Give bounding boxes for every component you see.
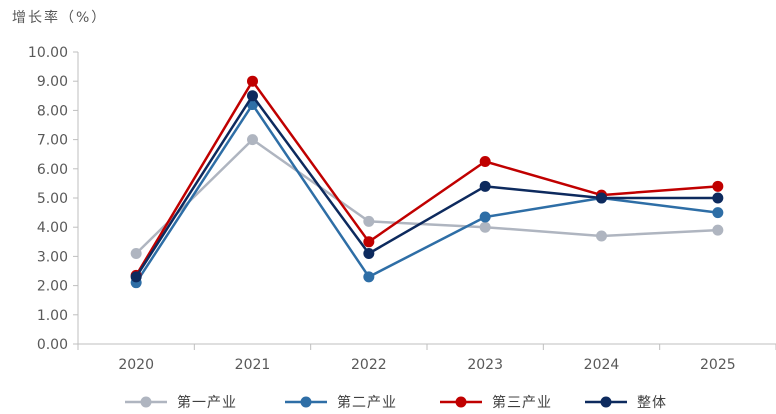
series-line	[135, 103, 718, 284]
data-point	[479, 180, 491, 192]
data-point	[479, 221, 491, 233]
legend-swatch-marker	[300, 396, 312, 408]
legend-item: 第二产业	[285, 394, 397, 411]
y-tick-label: 7.00	[37, 133, 68, 149]
data-point	[130, 271, 142, 283]
x-tick-label: 2025	[700, 357, 736, 373]
x-tick-label: 2022	[351, 357, 387, 373]
series-3	[130, 75, 724, 281]
data-point	[247, 75, 258, 87]
data-point	[130, 247, 142, 259]
x-tick-label: 2021	[235, 357, 271, 373]
data-point	[363, 236, 375, 248]
x-tick-label: 2023	[467, 357, 503, 373]
series-1	[130, 134, 724, 259]
legend: 第一产业 第二产业 第三产业 整体	[125, 394, 667, 411]
x-tick-label: 2020	[118, 357, 154, 373]
y-tick-label: 10.00	[28, 45, 68, 61]
series-layer	[130, 75, 724, 289]
data-point	[479, 156, 491, 167]
y-tick-label: 6.00	[37, 162, 68, 178]
legend-label: 第三产业	[492, 394, 552, 411]
data-point	[479, 211, 491, 223]
y-tick-label: 4.00	[37, 220, 68, 236]
legend-item: 第一产业	[125, 394, 237, 411]
series-line	[135, 94, 718, 278]
y-tick-label: 0.00	[37, 337, 68, 353]
legend-swatch-marker	[600, 396, 612, 408]
data-point	[596, 192, 607, 204]
data-point	[712, 224, 724, 236]
y-axis-unit-label: 增长率（%）	[12, 9, 107, 26]
axes: 0.00 1.00 2.00 3.00 4.00 5.00 6.00 7.00 8.00 9.00…	[28, 45, 776, 373]
data-point	[247, 134, 258, 146]
data-point	[596, 230, 607, 242]
data-point	[363, 247, 375, 259]
legend-label: 第二产业	[337, 394, 397, 411]
legend-swatch-marker	[140, 396, 152, 408]
data-point	[363, 271, 375, 283]
y-tick-label: 9.00	[37, 74, 68, 90]
legend-label: 整体	[637, 395, 667, 411]
series-line	[135, 138, 718, 255]
y-tick-label: 3.00	[37, 249, 68, 265]
series-4	[130, 90, 724, 283]
data-point	[247, 90, 258, 102]
y-tick-label: 2.00	[37, 279, 68, 295]
legend-item: 整体	[585, 395, 667, 411]
y-tick-label: 8.00	[37, 103, 68, 119]
data-point	[712, 180, 724, 192]
legend-label: 第一产业	[177, 394, 237, 411]
data-point	[712, 192, 724, 204]
legend-swatch-marker	[455, 396, 467, 408]
y-tick-label: 1.00	[37, 308, 68, 324]
data-point	[363, 215, 375, 227]
x-tick-label: 2024	[584, 357, 620, 373]
data-point	[712, 207, 724, 219]
series-line	[135, 79, 718, 277]
legend-item: 第三产业	[440, 394, 552, 411]
y-tick-label: 5.00	[37, 191, 68, 207]
